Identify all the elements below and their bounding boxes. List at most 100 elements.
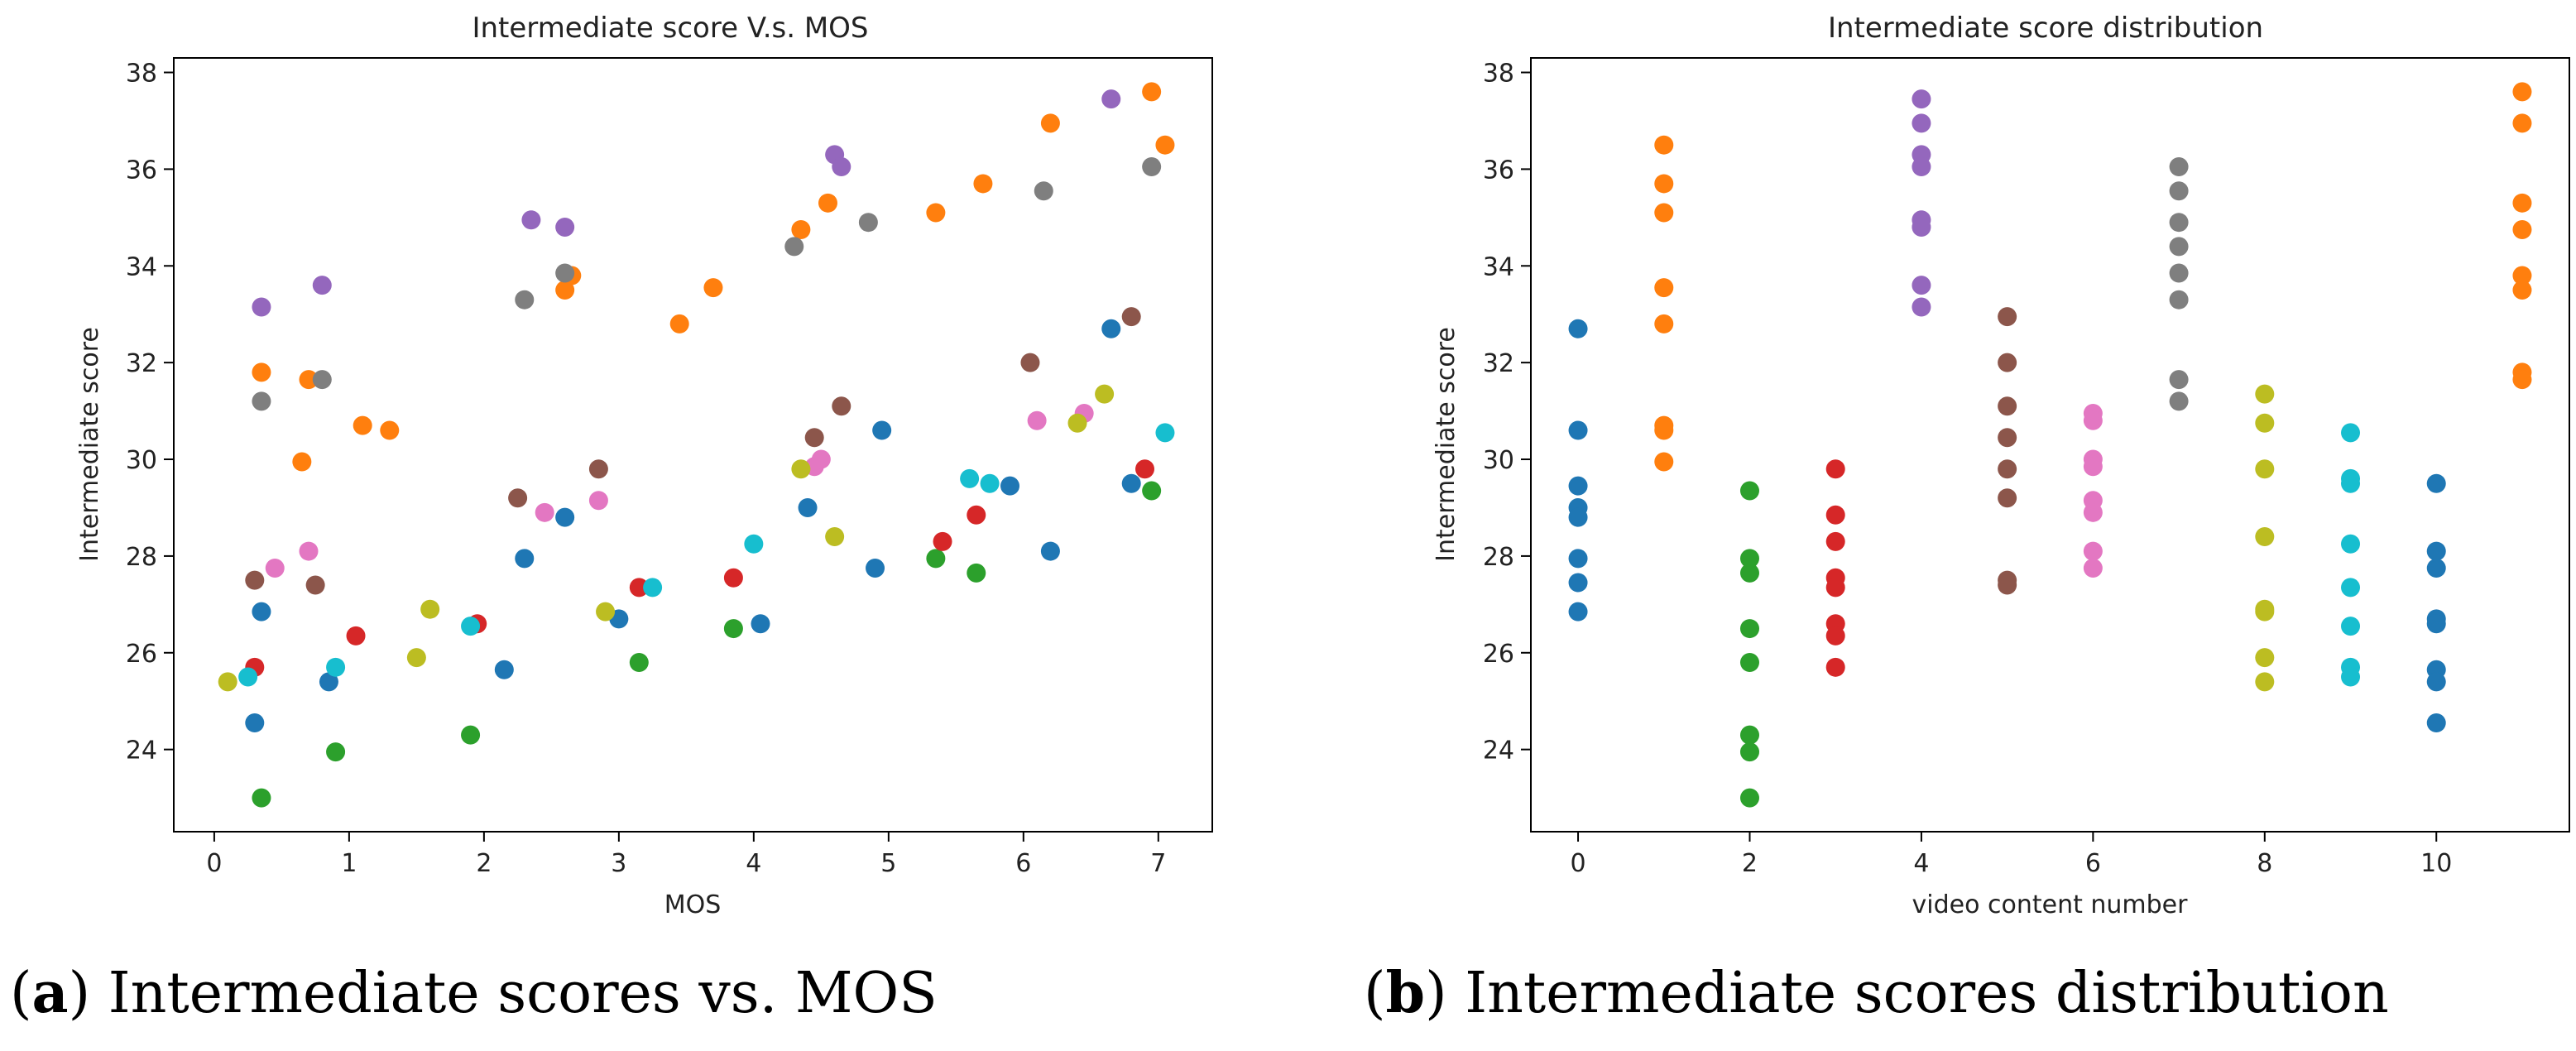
panel-a-point-pink <box>535 502 554 522</box>
panel-a-point-blue <box>1101 319 1121 338</box>
caption-b-text: Intermediate scores distribution <box>1465 961 2389 1026</box>
panel-b-point-brown <box>1998 459 2017 479</box>
panel-b-point-brown <box>1998 353 2017 372</box>
panel-a-point-cyan <box>326 657 346 677</box>
panel-a-point-green <box>723 619 743 639</box>
panel-a-point-orange <box>791 219 811 239</box>
panel-a-point-blue <box>872 420 892 440</box>
panel-a-point-brown <box>305 575 325 595</box>
panel-b-point-gray <box>2169 263 2189 283</box>
panel-b-point-blue <box>1568 573 1588 593</box>
panel-b-point-brown <box>1998 488 2017 508</box>
panel-a-point-cyan <box>1155 423 1175 443</box>
panel-b-y-label: Intermediate score <box>1432 327 1461 562</box>
panel-a-point-blue <box>1040 541 1060 561</box>
panel-a-point-orange <box>926 203 946 223</box>
panel-a-point-cyan <box>960 468 980 488</box>
panel-a-point-cyan <box>643 578 663 597</box>
panel-b-point-pink <box>2083 410 2103 430</box>
panel-b-point-gray <box>2169 237 2189 257</box>
panel-b-y-tick-label: 28 <box>1483 543 1514 572</box>
panel-b-x-tick-label: 2 <box>1742 849 1758 878</box>
panel-a-point-olive <box>420 599 440 619</box>
panel-b-point-purple <box>1912 218 1931 238</box>
panel-a-point-orange <box>299 370 319 390</box>
panel-a-point-olive <box>1095 384 1115 404</box>
panel-a-x-label: MOS <box>664 890 722 919</box>
panel-a-point-red <box>1135 459 1155 479</box>
panel-b-point-purple <box>1912 113 1931 133</box>
panel-a-point-purple <box>555 218 575 238</box>
panel-b-point-orange <box>2512 370 2532 390</box>
panel-a-point-purple <box>1101 89 1121 109</box>
panel-a-point-purple <box>252 297 271 317</box>
panel-b-x-tick-label: 0 <box>1570 849 1585 878</box>
panel-b-point-purple <box>1912 89 1931 109</box>
panel-b-point-red <box>1825 657 1845 677</box>
panel-b-point-green <box>1739 481 1759 501</box>
panel-a-point-orange <box>669 314 689 334</box>
panel-a-point-gray <box>555 263 575 283</box>
panel-b-point-blue <box>2426 713 2446 733</box>
panel-b-point-blue <box>1568 602 1588 621</box>
panel-a-y-tick-label: 24 <box>126 737 157 765</box>
panel-b-point-green <box>1739 788 1759 808</box>
panel-a-point-purple <box>312 276 332 295</box>
panel-a-point-pink <box>588 491 608 511</box>
panel-b-point-orange <box>1654 135 1674 155</box>
panel-b-point-red <box>1825 459 1845 479</box>
panel-b-y-ticks: 24 26 28 30 32 34 36 38 <box>1483 60 1531 765</box>
panel-b-point-gray <box>2169 181 2189 201</box>
panel-a-point-gray <box>312 370 332 390</box>
panel-a-x-tick-label: 0 <box>206 849 222 878</box>
panel-b-point-orange <box>2512 113 2532 133</box>
panel-a-y-ticks: 24 26 28 30 32 34 36 38 <box>126 60 174 765</box>
panel-b-point-blue <box>2426 473 2446 493</box>
panel-a-point-blue <box>515 549 535 569</box>
panel-b-point-olive <box>2255 413 2275 433</box>
panel-b-scatter: Intermediate score distribution 24262830… <box>1432 12 2570 919</box>
panel-a-point-blue <box>555 507 575 527</box>
panel-b-point-blue <box>2426 672 2446 692</box>
panel-a-x-tick-label: 4 <box>746 849 761 878</box>
panel-a-point-red <box>629 578 649 597</box>
panel-a-point-gray <box>1034 181 1053 201</box>
panel-b-point-pink <box>2083 502 2103 522</box>
panel-a-x-tick-label: 7 <box>1150 849 1166 878</box>
panel-a-point-red <box>933 531 952 551</box>
panel-b-y-tick-label: 34 <box>1483 252 1514 281</box>
panel-a-point-gray <box>858 213 878 233</box>
panel-a-point-olive <box>1067 413 1087 433</box>
panel-b-point-orange <box>2512 266 2532 286</box>
panel-b-point-blue <box>2426 541 2446 561</box>
panel-a-point-orange <box>380 420 400 440</box>
panel-b-point-green <box>1739 652 1759 672</box>
panel-a-point-pink <box>811 449 831 469</box>
panel-b-point-red <box>1825 505 1845 525</box>
panel-a-point-blue <box>1121 473 1141 493</box>
panel-b-point-gray <box>2169 370 2189 390</box>
panel-a-point-orange <box>252 362 271 382</box>
panel-a-point-brown <box>508 488 528 508</box>
panel-b-point-blue <box>1568 319 1588 338</box>
panel-b-point-blue <box>2426 614 2446 634</box>
panel-a-x-ticks: 0 1 2 3 4 5 6 7 <box>206 832 1166 878</box>
panel-b-point-brown <box>1998 575 2017 595</box>
panel-a-point-blue <box>252 602 271 621</box>
panel-a-point-olive <box>596 602 616 621</box>
panel-a-point-olive <box>791 459 811 479</box>
panel-b-x-tick-label: 10 <box>2420 849 2452 878</box>
panel-a-point-blue <box>319 672 338 692</box>
panel-b-point-green <box>1739 742 1759 762</box>
caption-a: (a) Intermediate scores vs. MOS <box>10 960 938 1026</box>
panel-a-point-orange <box>973 174 993 194</box>
panel-a-point-brown <box>1121 307 1141 327</box>
panel-b-point-brown <box>1998 307 2017 327</box>
panel-b-point-blue <box>1568 507 1588 527</box>
panel-a-point-orange <box>1040 113 1060 133</box>
caption-b: (b) Intermediate scores distribution <box>1364 960 2389 1026</box>
panel-b-y-tick-label: 24 <box>1483 737 1514 765</box>
panel-b-point-pink <box>2083 541 2103 561</box>
panel-a-y-tick-label: 36 <box>126 156 157 185</box>
panel-a-point-red <box>346 626 366 645</box>
